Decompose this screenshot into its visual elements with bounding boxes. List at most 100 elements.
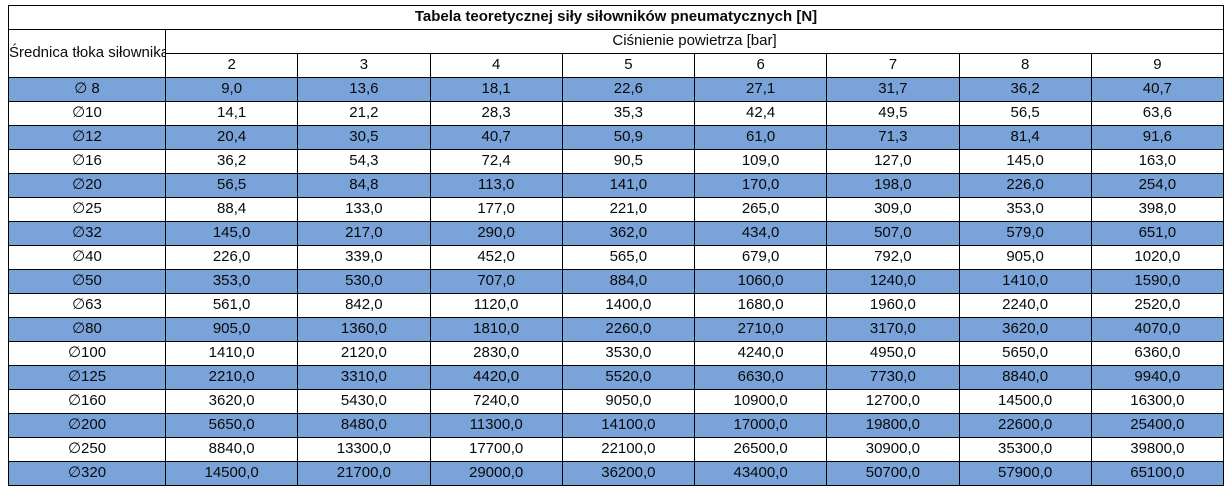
force-value-cell: 22,6 <box>561 77 696 102</box>
force-value-cell: 22600,0 <box>958 413 1092 438</box>
force-value-cell: 198,0 <box>826 173 960 198</box>
diameter-cell: ∅ 8 <box>8 77 166 102</box>
force-value-cell: 14100,0 <box>561 413 696 438</box>
force-value-cell: 65100,0 <box>1090 461 1225 486</box>
force-value-cell: 31,7 <box>826 77 960 102</box>
table-row: ∅50 353,0 530,0 707,0 884,0 1060,0 1240,0 1410,… <box>8 269 1225 294</box>
force-value-cell: 905,0 <box>164 317 299 342</box>
force-value-cell: 39800,0 <box>1090 437 1225 462</box>
force-value-cell: 217,0 <box>297 221 431 246</box>
force-value-cell: 25400,0 <box>1090 413 1225 438</box>
force-value-cell: 4950,0 <box>826 341 960 366</box>
diameter-cell: ∅20 <box>8 173 166 198</box>
force-value-cell: 579,0 <box>958 221 1092 246</box>
force-value-cell: 3620,0 <box>958 317 1092 342</box>
force-value-cell: 54,3 <box>297 149 431 174</box>
force-value-cell: 56,5 <box>958 101 1092 126</box>
pneumatic-force-table-container: Tabela teoretycznej siły siłowników pneu… <box>8 5 1225 486</box>
force-value-cell: 17000,0 <box>693 413 828 438</box>
force-value-cell: 63,6 <box>1090 101 1225 126</box>
table-row: ∅32 145,0 217,0 290,0 362,0 434,0 507,0 579,0 65… <box>8 221 1225 246</box>
force-value-cell: 11300,0 <box>429 413 563 438</box>
force-value-cell: 21,2 <box>297 101 431 126</box>
pressure-header-8-bar: 8 <box>958 53 1092 78</box>
table-row: ∅40 226,0 339,0 452,0 565,0 679,0 792,0 905,0 10… <box>8 245 1225 270</box>
force-value-cell: 14,1 <box>164 101 299 126</box>
force-value-cell: 8840,0 <box>958 365 1092 390</box>
table-row: ∅16 36,2 54,3 72,4 90,5 109,0 127,0 145,0 163,0 <box>8 149 1225 174</box>
force-value-cell: 163,0 <box>1090 149 1225 174</box>
force-value-cell: 14500,0 <box>958 389 1092 414</box>
force-value-cell: 170,0 <box>693 173 828 198</box>
force-value-cell: 49,5 <box>826 101 960 126</box>
force-value-cell: 290,0 <box>429 221 563 246</box>
table-row: ∅125 2210,0 3310,0 4420,0 5520,0 6630,0 7730,0… <box>8 365 1225 390</box>
force-value-cell: 36,2 <box>164 149 299 174</box>
force-value-cell: 17700,0 <box>429 437 563 462</box>
force-value-cell: 72,4 <box>429 149 563 174</box>
force-table-body: Tabela teoretycznej siły siłowników pneu… <box>8 5 1225 486</box>
force-value-cell: 1120,0 <box>429 293 563 318</box>
pressure-group-header: Ciśnienie powietrza [bar] <box>165 29 1224 54</box>
table-row: ∅200 5650,0 8480,0 11300,0 14100,0 17000,0 198… <box>8 413 1225 438</box>
force-value-cell: 57900,0 <box>958 461 1092 486</box>
force-value-cell: 792,0 <box>826 245 960 270</box>
diameter-cell: ∅250 <box>8 437 166 462</box>
force-value-cell: 2830,0 <box>429 341 563 366</box>
force-value-cell: 2520,0 <box>1090 293 1225 318</box>
force-value-cell: 16300,0 <box>1090 389 1225 414</box>
table-row: ∅10 14,1 21,2 28,3 35,3 42,4 49,5 56,5 63,6 <box>8 101 1225 126</box>
force-value-cell: 6360,0 <box>1090 341 1225 366</box>
diameter-cell: ∅25 <box>8 197 166 222</box>
table-title: Tabela teoretycznej siły siłowników pneu… <box>8 5 1224 30</box>
force-value-cell: 1960,0 <box>826 293 960 318</box>
force-value-cell: 6630,0 <box>693 365 828 390</box>
diameter-cell: ∅63 <box>8 293 166 318</box>
force-value-cell: 3620,0 <box>164 389 299 414</box>
diameter-cell: ∅32 <box>8 221 166 246</box>
force-value-cell: 561,0 <box>164 293 299 318</box>
table-row: ∅63 561,0 842,0 1120,0 1400,0 1680,0 1960,0 224… <box>8 293 1225 318</box>
force-value-cell: 9,0 <box>164 77 299 102</box>
diameter-cell: ∅320 <box>8 461 166 486</box>
diameter-cell: ∅10 <box>8 101 166 126</box>
force-value-cell: 13300,0 <box>297 437 431 462</box>
force-value-cell: 36,2 <box>958 77 1092 102</box>
title-row: Tabela teoretycznej siły siłowników pneu… <box>8 5 1224 30</box>
force-value-cell: 434,0 <box>693 221 828 246</box>
force-value-cell: 4240,0 <box>693 341 828 366</box>
table-row: ∅100 1410,0 2120,0 2830,0 3530,0 4240,0 4950,0… <box>8 341 1225 366</box>
force-value-cell: 842,0 <box>297 293 431 318</box>
force-value-cell: 12700,0 <box>826 389 960 414</box>
force-value-cell: 5430,0 <box>297 389 431 414</box>
force-value-cell: 28,3 <box>429 101 563 126</box>
force-value-cell: 27,1 <box>693 77 828 102</box>
pressure-header-7-bar: 7 <box>826 53 960 78</box>
force-value-cell: 113,0 <box>429 173 563 198</box>
diameter-column-header: Średnica tłoka siłownika <box>8 29 166 78</box>
force-value-cell: 1410,0 <box>958 269 1092 294</box>
force-value-cell: 21700,0 <box>297 461 431 486</box>
force-value-cell: 19800,0 <box>826 413 960 438</box>
force-value-cell: 2210,0 <box>164 365 299 390</box>
force-value-cell: 5650,0 <box>958 341 1092 366</box>
diameter-cell: ∅16 <box>8 149 166 174</box>
force-value-cell: 2240,0 <box>958 293 1092 318</box>
table-row: ∅20 56,5 84,8 113,0 141,0 170,0 198,0 226,0 254,… <box>8 173 1225 198</box>
force-value-cell: 36200,0 <box>561 461 696 486</box>
force-value-cell: 109,0 <box>693 149 828 174</box>
force-value-cell: 71,3 <box>826 125 960 150</box>
force-value-cell: 127,0 <box>826 149 960 174</box>
force-value-cell: 50,9 <box>561 125 696 150</box>
force-value-cell: 1590,0 <box>1090 269 1225 294</box>
force-value-cell: 5520,0 <box>561 365 696 390</box>
force-value-cell: 254,0 <box>1090 173 1225 198</box>
force-value-cell: 35300,0 <box>958 437 1092 462</box>
force-value-cell: 3530,0 <box>561 341 696 366</box>
diameter-cell: ∅200 <box>8 413 166 438</box>
force-value-cell: 651,0 <box>1090 221 1225 246</box>
force-value-cell: 22100,0 <box>561 437 696 462</box>
force-value-cell: 40,7 <box>429 125 563 150</box>
force-value-cell: 43400,0 <box>693 461 828 486</box>
